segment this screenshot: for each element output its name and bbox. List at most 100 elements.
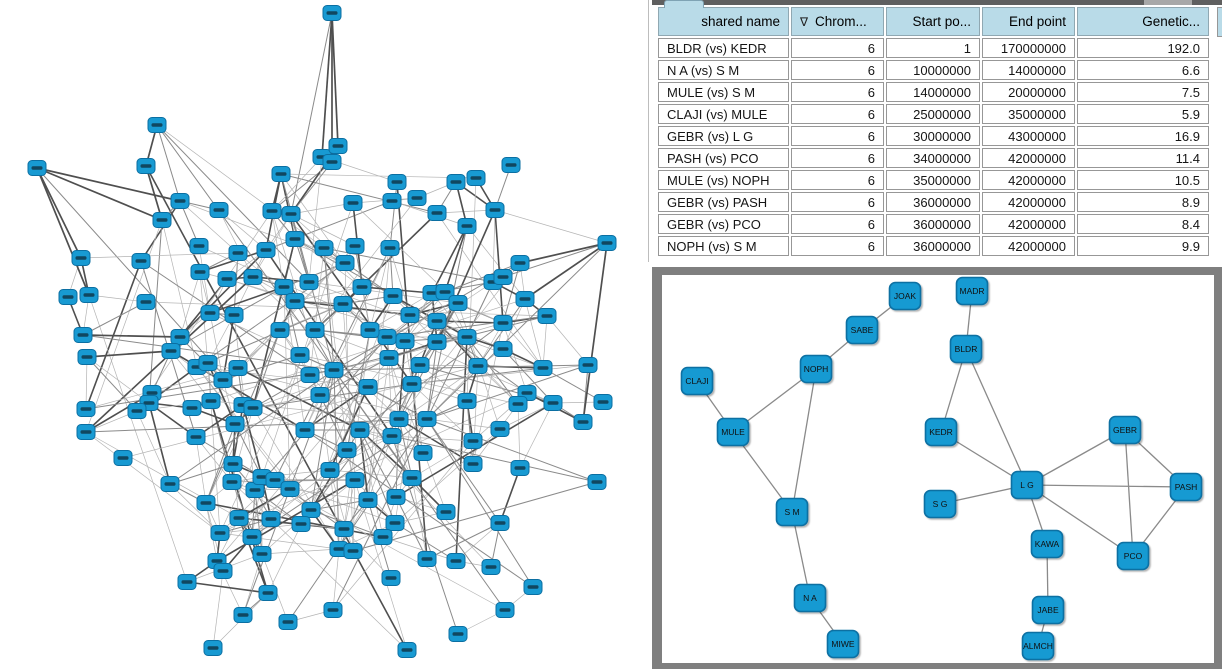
network-edge[interactable] bbox=[444, 262, 521, 293]
table-cell[interactable]: 6 bbox=[791, 148, 884, 168]
network-edge[interactable] bbox=[426, 281, 494, 420]
network-edge[interactable] bbox=[517, 403, 521, 469]
network-node[interactable] bbox=[243, 400, 263, 416]
network-node[interactable] bbox=[322, 154, 342, 170]
network-node[interactable] bbox=[223, 456, 243, 472]
network-edge[interactable] bbox=[524, 298, 544, 369]
network-node[interactable] bbox=[258, 585, 278, 601]
network-edge[interactable] bbox=[196, 262, 346, 368]
network-edge[interactable] bbox=[398, 418, 413, 479]
network-edge[interactable] bbox=[145, 165, 163, 221]
network-node[interactable] bbox=[508, 396, 528, 412]
network-node[interactable] bbox=[402, 470, 422, 486]
subnetwork-node-shape[interactable] bbox=[1030, 529, 1064, 559]
network-edge[interactable] bbox=[195, 436, 207, 504]
network-edge[interactable] bbox=[310, 369, 335, 511]
network-node[interactable] bbox=[203, 640, 223, 656]
network-node[interactable] bbox=[463, 433, 483, 449]
table-cell[interactable]: 42000000 bbox=[982, 192, 1075, 212]
network-edge[interactable] bbox=[261, 548, 340, 555]
network-edge[interactable] bbox=[394, 522, 457, 562]
network-edge[interactable] bbox=[426, 364, 589, 420]
network-edge[interactable] bbox=[289, 449, 348, 490]
table-cell[interactable]: 6 bbox=[791, 60, 884, 80]
network-node[interactable] bbox=[224, 307, 244, 323]
network-edge[interactable] bbox=[314, 247, 325, 331]
subnetwork-node-gebr[interactable]: GEBR bbox=[1108, 415, 1142, 445]
network-edge[interactable] bbox=[242, 404, 263, 478]
subnetwork-node-pash[interactable]: PASH bbox=[1169, 472, 1203, 502]
horizontal-scrollbar-thumb[interactable] bbox=[1144, 0, 1192, 5]
subnetwork-edge-bldr-l-g[interactable] bbox=[965, 348, 1028, 486]
network-edge[interactable] bbox=[389, 247, 411, 316]
network-node[interactable] bbox=[510, 255, 530, 271]
network-edge[interactable] bbox=[332, 418, 428, 611]
network-edge[interactable] bbox=[502, 242, 608, 278]
network-edge[interactable] bbox=[156, 124, 325, 249]
network-node[interactable] bbox=[305, 322, 325, 338]
network-node[interactable] bbox=[381, 570, 401, 586]
network-edge[interactable] bbox=[252, 276, 400, 420]
table-cell[interactable]: 11.4 bbox=[1077, 148, 1209, 168]
network-node[interactable] bbox=[314, 240, 334, 256]
network-node[interactable] bbox=[345, 238, 365, 254]
table-cell[interactable]: 6 bbox=[791, 170, 884, 190]
subnetwork-node-joak[interactable]: JOAK bbox=[888, 281, 922, 311]
network-node[interactable] bbox=[373, 529, 393, 545]
table-cell[interactable]: 7.5 bbox=[1077, 82, 1209, 102]
table-cell[interactable]: 6 bbox=[791, 82, 884, 102]
network-edge[interactable] bbox=[466, 336, 519, 405]
network-edge[interactable] bbox=[546, 315, 589, 366]
network-node[interactable] bbox=[463, 456, 483, 472]
network-edge[interactable] bbox=[85, 418, 428, 433]
network-edge[interactable] bbox=[216, 479, 356, 562]
subnetwork-node-sabe[interactable]: SABE bbox=[845, 315, 879, 345]
column-header-genetic[interactable]: Genetic... bbox=[1077, 7, 1209, 36]
table-cell[interactable]: 6 bbox=[791, 104, 884, 124]
subnetwork-edge-gebr-pco[interactable] bbox=[1124, 429, 1134, 557]
network-edge[interactable] bbox=[386, 315, 548, 338]
subnetwork-view[interactable]: JOAK MADR SABE BLDR NOPH CLAJI MULE KEDR GEBR L G… bbox=[662, 275, 1214, 663]
network-edge[interactable] bbox=[391, 435, 598, 483]
network-node[interactable] bbox=[523, 579, 543, 595]
network-edge[interactable] bbox=[242, 553, 263, 616]
network-edge[interactable] bbox=[388, 357, 447, 513]
network-node[interactable] bbox=[537, 308, 557, 324]
subnetwork-node-l-g[interactable]: L G bbox=[1010, 470, 1044, 500]
network-edge[interactable] bbox=[343, 479, 356, 530]
network-node[interactable] bbox=[270, 322, 290, 338]
network-edge[interactable] bbox=[294, 238, 363, 288]
network-node[interactable] bbox=[320, 462, 340, 478]
network-node[interactable] bbox=[152, 212, 172, 228]
network-node[interactable] bbox=[177, 574, 197, 590]
network-node[interactable] bbox=[233, 607, 253, 623]
network-edge[interactable] bbox=[426, 242, 608, 420]
network-edge[interactable] bbox=[290, 213, 310, 283]
network-edge[interactable] bbox=[179, 249, 267, 338]
network-node[interactable] bbox=[198, 355, 218, 371]
network-node[interactable] bbox=[76, 401, 96, 417]
network-node[interactable] bbox=[352, 279, 372, 295]
network-edge[interactable] bbox=[502, 322, 528, 394]
subnetwork-node-pco[interactable]: PCO bbox=[1116, 541, 1150, 571]
table-cell[interactable]: PASH (vs) PCO bbox=[658, 148, 789, 168]
table-cell[interactable]: 6 bbox=[791, 236, 884, 256]
network-edge[interactable] bbox=[209, 312, 224, 381]
network-edge[interactable] bbox=[85, 369, 335, 410]
network-edge[interactable] bbox=[395, 402, 554, 498]
network-edge[interactable] bbox=[359, 429, 397, 498]
network-node[interactable] bbox=[382, 193, 402, 209]
table-cell[interactable]: 42000000 bbox=[982, 148, 1075, 168]
network-node[interactable] bbox=[228, 360, 248, 376]
network-node[interactable] bbox=[228, 245, 248, 261]
subnetwork-node-shape[interactable] bbox=[1021, 631, 1055, 661]
network-node[interactable] bbox=[360, 322, 380, 338]
table-cell[interactable]: BLDR (vs) KEDR bbox=[658, 38, 789, 58]
table-cell[interactable]: 5.9 bbox=[1077, 104, 1209, 124]
network-node[interactable] bbox=[271, 166, 291, 182]
horizontal-scrollbar-track[interactable] bbox=[652, 0, 1222, 5]
network-edge[interactable] bbox=[205, 329, 281, 504]
network-edge[interactable] bbox=[333, 369, 506, 611]
table-cell[interactable]: GEBR (vs) PASH bbox=[658, 192, 789, 212]
table-cell[interactable]: 6 bbox=[791, 38, 884, 58]
